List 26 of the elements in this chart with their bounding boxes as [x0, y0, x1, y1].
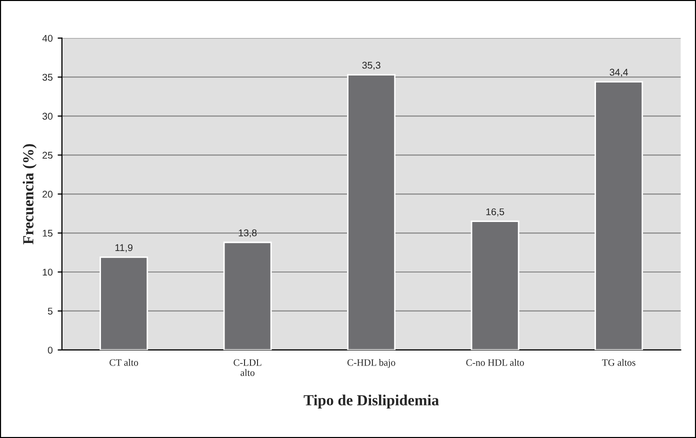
y-tick-label: 30: [42, 112, 53, 120]
y-tick-label: 25: [42, 152, 53, 159]
data-label: 34,4: [610, 68, 628, 77]
y-tick-label: 35: [42, 74, 53, 81]
data-label: 13,8: [238, 229, 257, 238]
bar: [100, 256, 148, 350]
y-tick-label: 40: [42, 34, 53, 42]
x-tick-label: C-LDL alto: [234, 359, 262, 376]
data-label: 11,9: [115, 244, 132, 252]
y-tick-label: 20: [42, 190, 53, 198]
y-tick-label: 15: [42, 230, 53, 237]
y-tick-label: 5: [48, 308, 53, 315]
x-axis-title: Tipo de Dislipidemia: [304, 394, 439, 408]
x-tick-label: C-no HDL alto: [466, 358, 524, 366]
y-tick-label: 0: [48, 346, 53, 354]
x-tick-label: CT alto: [110, 358, 138, 366]
x-tick-label: C-HDL bajo: [347, 358, 396, 368]
bar: [223, 242, 272, 350]
data-label: 16,5: [486, 208, 504, 216]
y-axis-title: Frecuencia (%): [22, 144, 37, 244]
x-tick-label: TG altos: [602, 358, 636, 366]
bar: [470, 220, 520, 350]
data-label: 35,3: [362, 62, 380, 70]
bar: [347, 74, 396, 350]
bar: [594, 81, 644, 350]
y-tick-label: 10: [42, 268, 53, 276]
